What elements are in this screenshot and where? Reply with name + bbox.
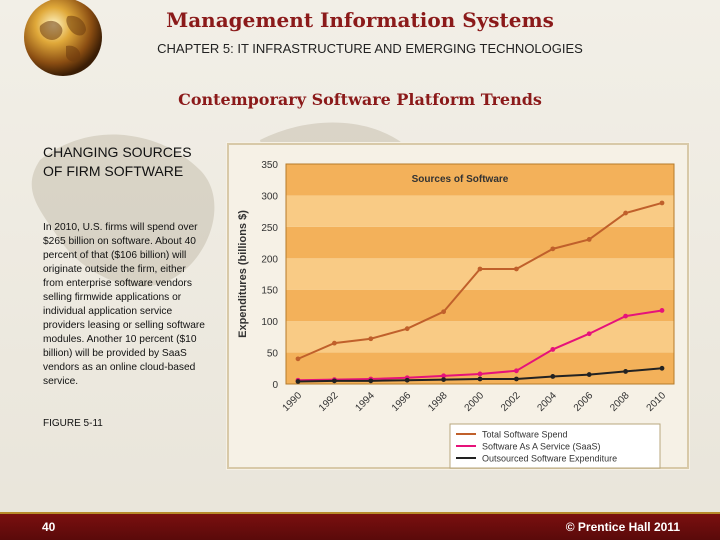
series-point-2	[368, 378, 374, 384]
series-point-2	[623, 369, 628, 374]
series-point-0	[332, 340, 337, 346]
y-axis-label: Expenditures (billions $)	[237, 210, 249, 338]
series-point-2	[477, 376, 483, 382]
chart-band	[286, 226, 674, 259]
x-tick-label: 2004	[535, 390, 559, 414]
x-tick-label: 1996	[390, 390, 414, 414]
series-point-1	[586, 331, 592, 337]
x-tick-label: 2010	[645, 390, 669, 414]
series-point-0	[514, 266, 519, 272]
series-point-2	[586, 372, 592, 377]
section-heading: CHANGING SOURCES OF FIRM SOFTWARE	[43, 144, 192, 179]
chart-band	[286, 321, 674, 353]
x-tick-label: 2008	[608, 390, 632, 414]
globe-icon	[24, 0, 102, 76]
x-tick-label: 2000	[463, 390, 487, 414]
series-point-1	[514, 368, 519, 374]
figure-label: FIGURE 5-11	[43, 418, 103, 429]
legend-label: Total Software Spend	[482, 430, 568, 440]
series-point-0	[404, 326, 410, 332]
series-point-2	[332, 378, 337, 384]
legend-label: Software As A Service (SaaS)	[482, 442, 601, 452]
line-chart: 0 50 100 150 200 250 300 350 Expenditures (billi…	[227, 143, 689, 469]
chart-title: Sources of Software	[412, 174, 509, 185]
y-tick-label: 150	[261, 286, 278, 297]
series-point-0	[623, 210, 628, 216]
series-point-0	[586, 237, 592, 242]
series-point-2	[441, 377, 446, 382]
y-tick-label: 100	[261, 317, 278, 328]
series-point-1	[550, 347, 556, 352]
series-point-1	[441, 373, 446, 379]
chart-band	[286, 195, 674, 227]
series-point-2	[404, 377, 410, 383]
copyright-text: © Prentice Hall 2011	[565, 520, 680, 534]
series-point-2	[659, 365, 665, 371]
series-point-0	[550, 246, 556, 252]
y-tick-label: 300	[261, 191, 278, 202]
y-tick-label: 0	[272, 380, 278, 391]
page-number: 40	[42, 520, 56, 534]
series-point-0	[477, 266, 483, 272]
y-tick-label: 350	[261, 160, 278, 171]
header-subtitle: CHAPTER 5: IT INFRASTRUCTURE AND EMERGIN…	[157, 41, 583, 56]
x-tick-label: 1998	[426, 390, 450, 414]
y-tick-label: 200	[261, 254, 278, 265]
chart-band	[286, 164, 674, 196]
chart-panel: 0 50 100 150 200 250 300 350 Expenditures (billi…	[226, 142, 690, 470]
header-title: Management Information Systems	[166, 8, 554, 32]
legend-box	[449, 423, 661, 469]
series-point-1	[623, 313, 628, 319]
y-tick-label: 250	[261, 223, 278, 234]
slide-title: Contemporary Software Platform Trends	[178, 90, 542, 109]
legend-label: Outsourced Software Expenditure	[482, 454, 617, 464]
series-point-0	[441, 309, 446, 315]
series-point-2	[514, 376, 519, 382]
y-tick-label: 50	[267, 349, 279, 360]
body-text: In 2010, U.S. firms will spend over $265…	[43, 222, 205, 387]
x-tick-label: 1994	[353, 390, 377, 414]
x-tick-label: 1990	[281, 390, 305, 414]
footer-bar: 40 © Prentice Hall 2011	[0, 512, 720, 540]
series-point-2	[550, 374, 556, 379]
series-point-0	[659, 200, 665, 206]
x-tick-label: 1992	[317, 390, 341, 414]
series-point-2	[295, 379, 301, 384]
plot-frame	[285, 163, 675, 385]
series-point-1	[477, 371, 483, 377]
chart-band	[286, 258, 674, 290]
chart-band	[286, 289, 674, 322]
x-tick-label: 2006	[572, 390, 596, 414]
series-point-0	[295, 356, 301, 362]
x-tick-label: 2002	[499, 390, 523, 414]
series-point-0	[368, 336, 374, 342]
series-point-1	[659, 308, 665, 313]
